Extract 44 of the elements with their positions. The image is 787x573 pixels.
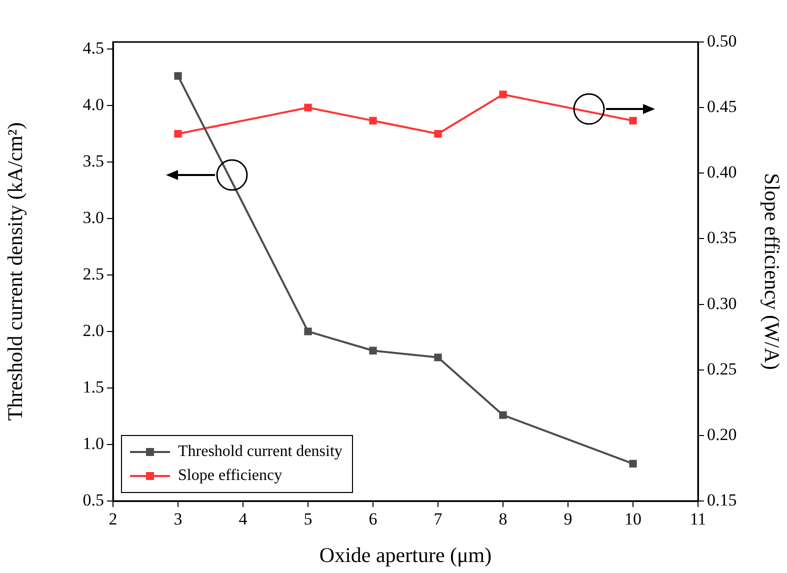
y-axis-title: Threshold current density (kA/cm²): [3, 122, 28, 421]
point: [304, 328, 312, 336]
x-tick-label: 7: [434, 510, 443, 529]
y2-tick-label: 0.50: [707, 31, 737, 50]
point: [629, 460, 637, 468]
point: [434, 130, 442, 138]
y2-tick-label: 0.20: [707, 424, 737, 444]
y2-tick-label: 0.40: [707, 162, 737, 182]
point: [499, 90, 507, 98]
point: [369, 116, 377, 125]
y-tick-label: 2.0: [82, 320, 104, 340]
legend-label: Slope efficiency: [178, 467, 282, 485]
y2-tick-label: 0.45: [707, 97, 737, 116]
x-tick-label: 11: [690, 510, 706, 529]
point: [434, 354, 442, 362]
point: [304, 104, 312, 112]
x-tick-label: 6: [368, 510, 378, 529]
x-axis-title: Oxide aperture (μm): [319, 542, 492, 567]
point: [629, 116, 637, 125]
y-tick-label: 0.5: [82, 490, 104, 510]
x-tick-label: 8: [498, 510, 508, 529]
y-tick-label: 3.0: [82, 208, 104, 227]
y2-tick-label: 0.25: [707, 359, 737, 378]
x-tick-label: 3: [174, 510, 182, 529]
y2-axis-title: Slope efficiency (W/A): [760, 173, 784, 370]
x-tick-label: 4: [238, 510, 248, 529]
y2-tick-label: 0.30: [707, 294, 737, 313]
point: [174, 130, 182, 138]
y-tick-label: 4.5: [82, 38, 104, 58]
y-tick-label: 1.5: [82, 377, 104, 396]
y2-tick-label: 0.15: [707, 490, 737, 510]
x-tick-label: 9: [564, 510, 572, 529]
x-tick-label: 5: [304, 510, 312, 529]
y-tick-label: 3.5: [82, 151, 104, 170]
y2-tick-label: 0.35: [707, 228, 737, 248]
legend-label: Threshold current density: [178, 443, 342, 461]
y-tick-label: 1.0: [82, 434, 104, 453]
y-tick-label: 2.5: [82, 264, 104, 284]
x-tick-label: 10: [624, 510, 642, 529]
point: [174, 72, 182, 80]
y-tick-label: 4.0: [82, 94, 104, 114]
x-tick-label: 2: [108, 510, 118, 529]
point: [499, 411, 507, 419]
point: [369, 346, 377, 354]
